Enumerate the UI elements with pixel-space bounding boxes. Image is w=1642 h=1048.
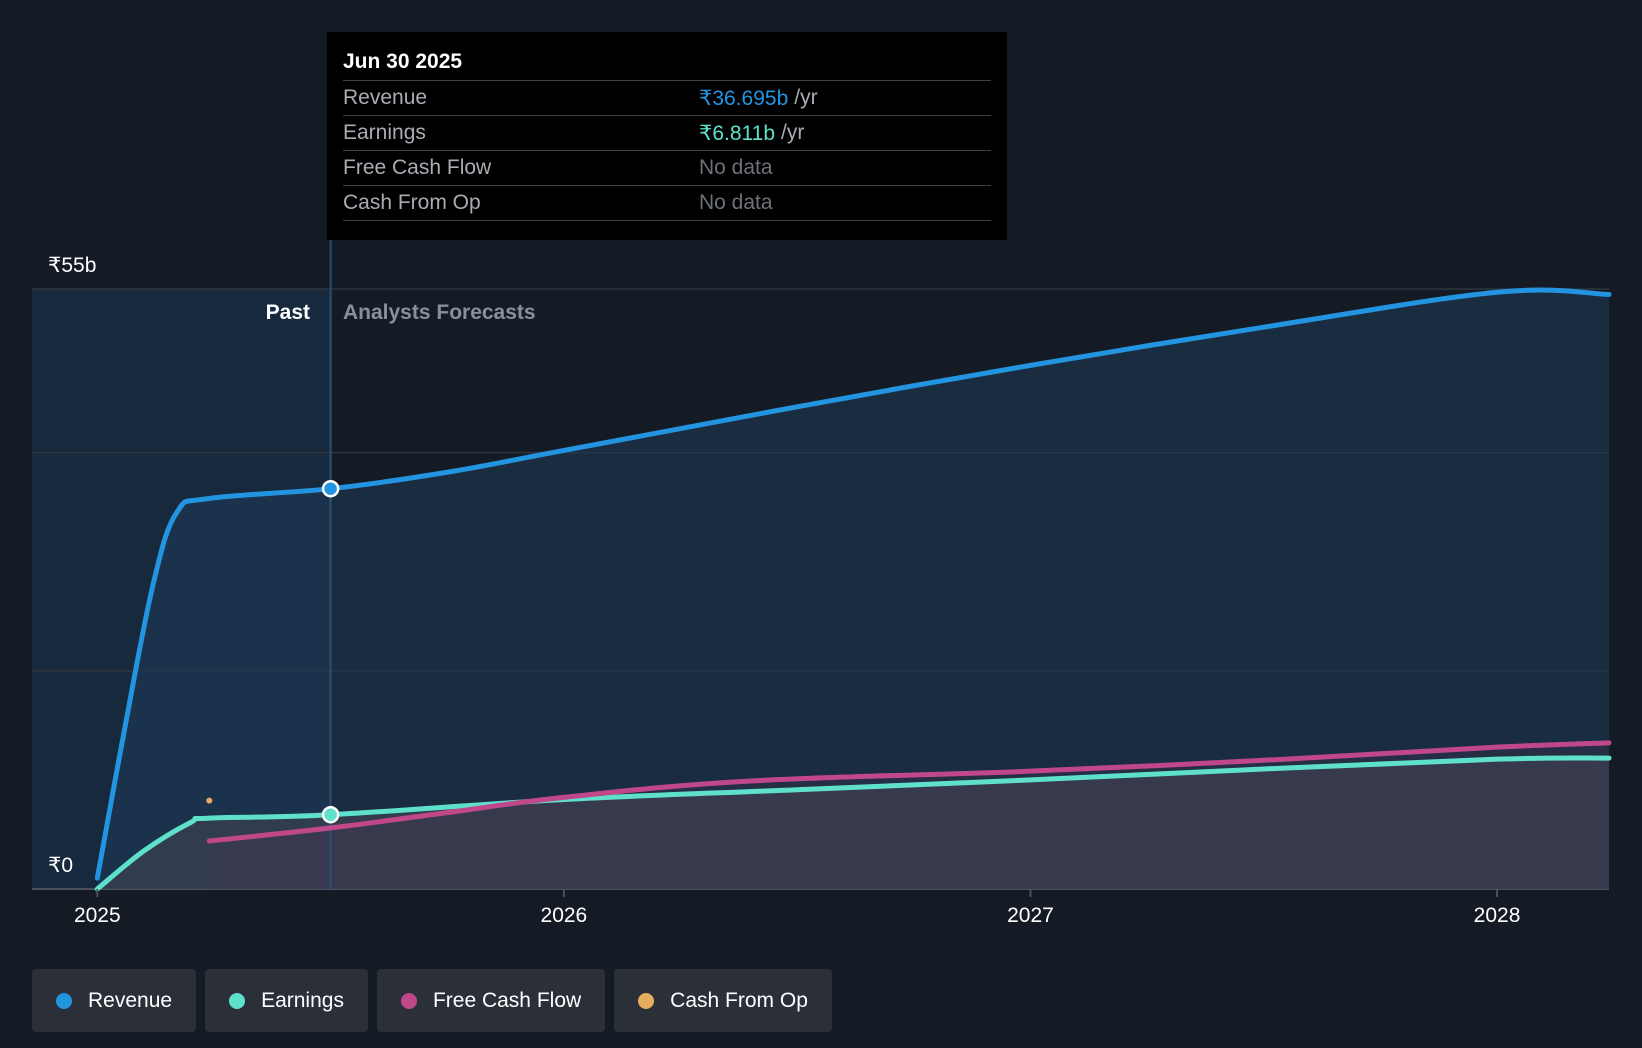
tooltip-value: No data xyxy=(699,191,773,214)
tooltip-unit: /yr xyxy=(794,86,818,109)
series-areas xyxy=(97,290,1609,889)
x-axis: 2025 2026 2027 2028 xyxy=(74,889,1520,927)
legend-item-earnings[interactable]: Earnings xyxy=(205,969,368,1032)
legend: Revenue Earnings Free Cash Flow Cash Fro… xyxy=(32,969,832,1032)
y-axis-max-label: ₹55b xyxy=(48,254,96,277)
cash-from-op-dot-icon xyxy=(638,992,655,1009)
free-cash-flow-line xyxy=(206,740,1612,844)
x-tick-label: 2026 xyxy=(541,904,588,927)
free-cash-flow-area xyxy=(209,742,1609,889)
revenue-highlight-point xyxy=(321,479,340,498)
revenue-dot-icon xyxy=(56,992,72,1009)
tooltip-label: Revenue xyxy=(343,86,428,109)
past-label: Past xyxy=(266,301,310,324)
earnings-highlight-point xyxy=(321,805,340,824)
x-tick-label: 2027 xyxy=(1007,904,1054,927)
tooltip-label: Cash From Op xyxy=(343,191,481,214)
series-lines xyxy=(94,287,1612,892)
tooltip-value: ₹6.811b xyxy=(699,121,776,145)
tooltip-label: Free Cash Flow xyxy=(343,156,492,179)
legend-label: Earnings xyxy=(261,988,344,1012)
cash-from-op-point xyxy=(206,797,213,804)
legend-item-cash-from-op[interactable]: Cash From Op xyxy=(614,969,832,1032)
tooltip-row-earnings: Earnings ₹6.811b /yr xyxy=(343,115,991,150)
legend-label: Cash From Op xyxy=(670,988,808,1012)
x-tick-label: 2028 xyxy=(1474,904,1521,927)
legend-item-free-cash-flow[interactable]: Free Cash Flow xyxy=(376,969,606,1032)
tooltip-row-cash-from-op: Cash From Op No data xyxy=(343,185,991,221)
revenue-line xyxy=(94,287,1612,881)
earnings-dot-icon xyxy=(229,992,246,1009)
earnings-line xyxy=(94,755,1612,892)
earnings-area xyxy=(97,757,1609,889)
legend-label: Free Cash Flow xyxy=(432,988,582,1012)
tooltip-label: Earnings xyxy=(343,121,426,144)
x-tick-label: 2025 xyxy=(74,904,121,927)
legend-label: Revenue xyxy=(88,988,173,1012)
y-axis-min-label: ₹0 xyxy=(48,854,73,877)
tooltip-value: ₹36.695b xyxy=(699,86,789,110)
tooltip: Jun 30 2025 Revenue ₹36.695b /yr Earning… xyxy=(327,32,1007,240)
revenue-area xyxy=(97,290,1609,889)
tooltip-row-free-cash-flow: Free Cash Flow No data xyxy=(343,150,991,185)
tooltip-date: Jun 30 2025 xyxy=(343,50,463,73)
forecast-label: Analysts Forecasts xyxy=(343,301,536,324)
tooltip-row-revenue: Revenue ₹36.695b /yr xyxy=(343,80,991,115)
tooltip-unit: /yr xyxy=(781,121,805,144)
legend-item-revenue[interactable]: Revenue xyxy=(32,969,197,1032)
highlight-markers xyxy=(321,479,340,824)
free-cash-flow-dot-icon xyxy=(400,992,417,1009)
tooltip-value: No data xyxy=(699,156,773,179)
